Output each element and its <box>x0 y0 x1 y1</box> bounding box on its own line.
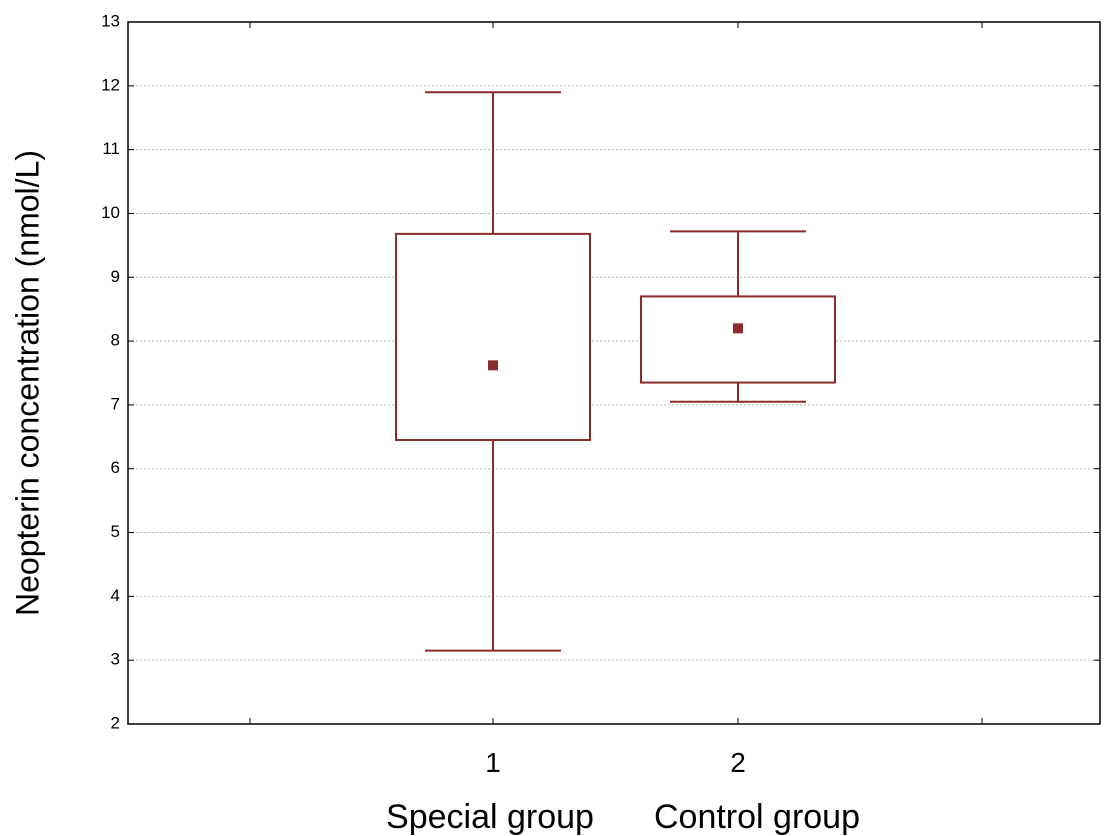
y-tick-label-11: 11 <box>102 139 120 158</box>
y-tick-label-3: 3 <box>111 650 120 669</box>
y-tick-label-5: 5 <box>111 522 120 541</box>
plot-frame <box>127 21 1101 725</box>
box-2 <box>640 295 836 384</box>
y-tick-label-7: 7 <box>111 394 120 413</box>
y-tick-label-2: 2 <box>111 713 120 732</box>
y-tick-label-13: 13 <box>101 11 120 30</box>
y-tick-label-6: 6 <box>111 458 120 477</box>
group-label-2: Control group <box>654 798 860 836</box>
box-group-1 <box>395 91 591 652</box>
y-tick-label-8: 8 <box>111 331 120 350</box>
y-tick-label-4: 4 <box>111 586 120 605</box>
group-labels: Special group Control group <box>386 798 860 836</box>
box-group-2 <box>640 230 836 403</box>
box-1 <box>395 232 591 442</box>
y-axis-label: Neopterin concentration (nmol/L) <box>9 150 45 616</box>
y-tick-label-9: 9 <box>111 267 120 286</box>
y-tick-label-12: 12 <box>101 75 120 94</box>
box-series <box>395 91 836 652</box>
center-point-1 <box>488 360 498 371</box>
group-label-1: Special group <box>386 798 594 836</box>
x-tick-label-1: 1 <box>485 747 501 778</box>
grid-layer <box>128 85 1100 661</box>
x-tick-label-2: 2 <box>730 747 746 778</box>
y-tick-label-10: 10 <box>101 203 120 222</box>
y-axis-ticks: 2 3 4 5 6 7 8 9 10 11 12 13 <box>101 11 1100 732</box>
center-point-2 <box>733 323 743 334</box>
